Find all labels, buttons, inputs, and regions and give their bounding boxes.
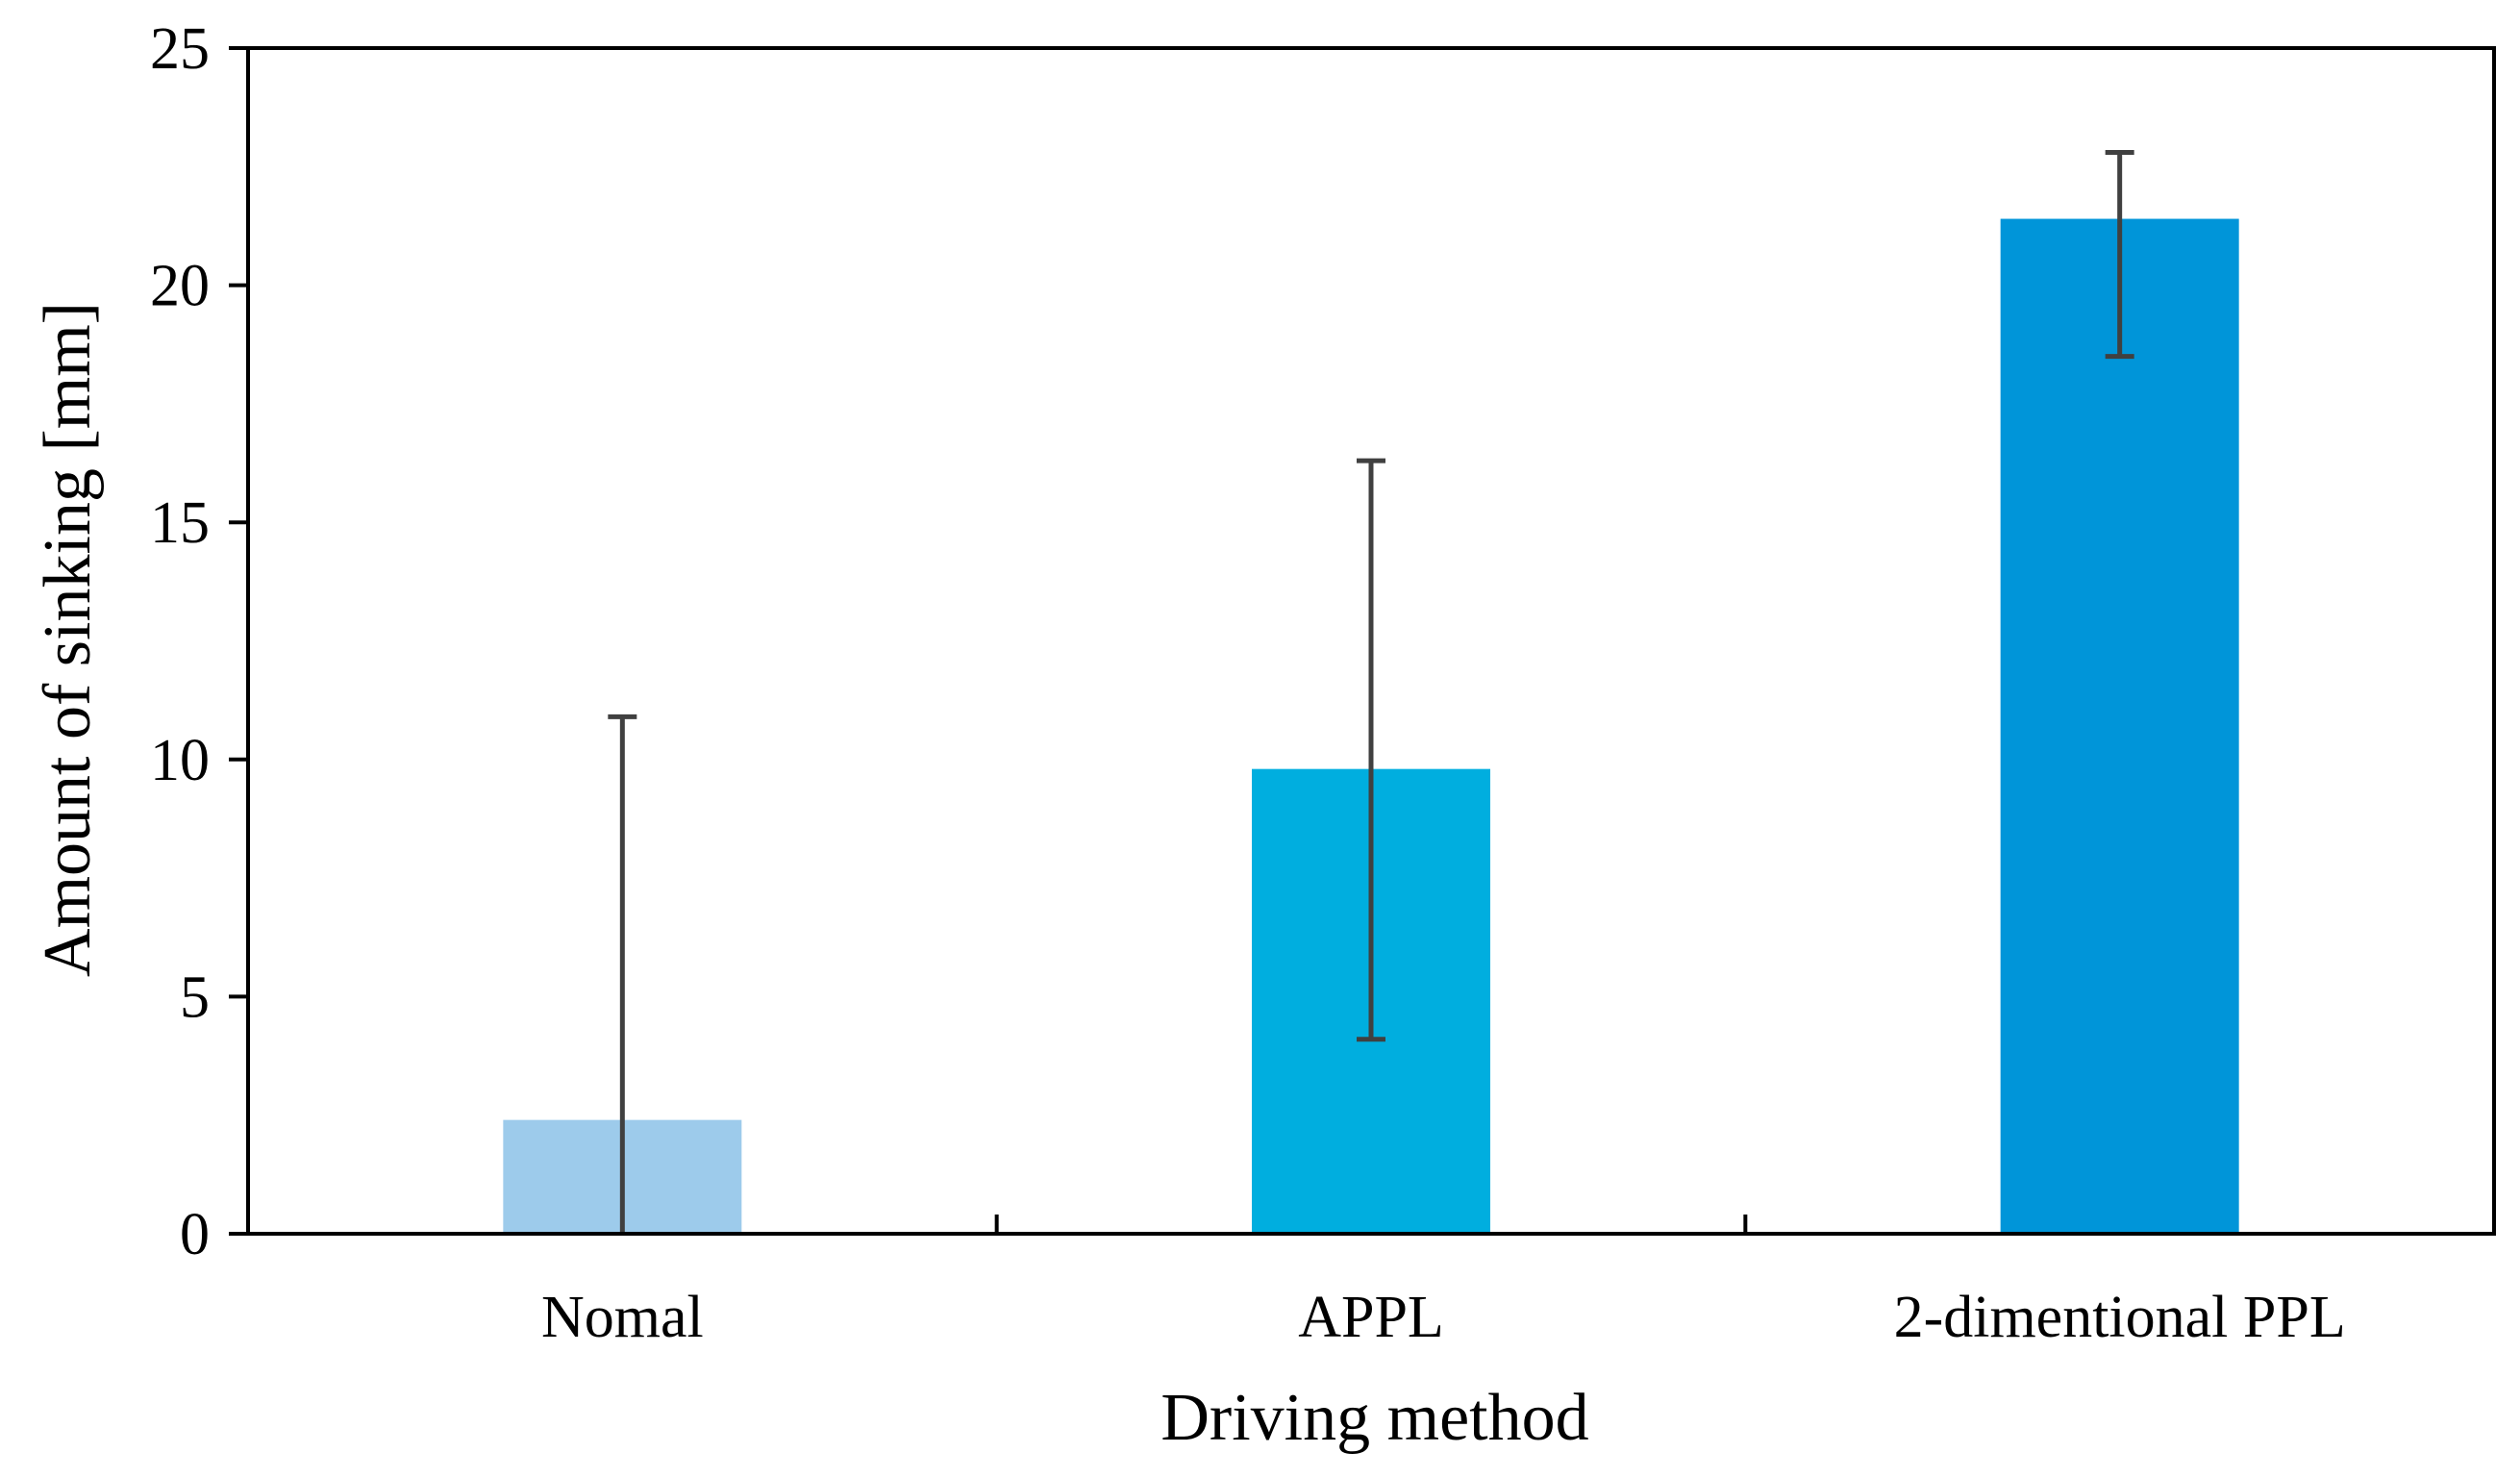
y-tick-label-0: 0 xyxy=(180,1202,210,1267)
y-axis-title: Amount of sinking [mm] xyxy=(31,302,105,977)
y-tick-label-5: 5 xyxy=(180,964,210,1030)
x-tick-label-appl: APPL xyxy=(1298,1285,1444,1350)
y-tick-label-15: 15 xyxy=(150,490,210,556)
y-tick-label-25: 25 xyxy=(150,16,210,82)
y-tick-label-10: 10 xyxy=(150,728,210,793)
x-tick-label-2-dimentional-ppl: 2-dimentional PPL xyxy=(1894,1285,2346,1350)
plot-area: 0 5 10 15 20 25 Nomal APPL 2-dimentional PPL xyxy=(150,16,2496,1350)
y-tick-label-20: 20 xyxy=(150,254,210,319)
x-tick-label-nomal: Nomal xyxy=(541,1285,704,1350)
plot-frame xyxy=(246,46,2496,1236)
bar-2-dimentional-ppl xyxy=(2000,218,2239,1234)
x-axis-title: Driving method xyxy=(1160,1381,1588,1455)
